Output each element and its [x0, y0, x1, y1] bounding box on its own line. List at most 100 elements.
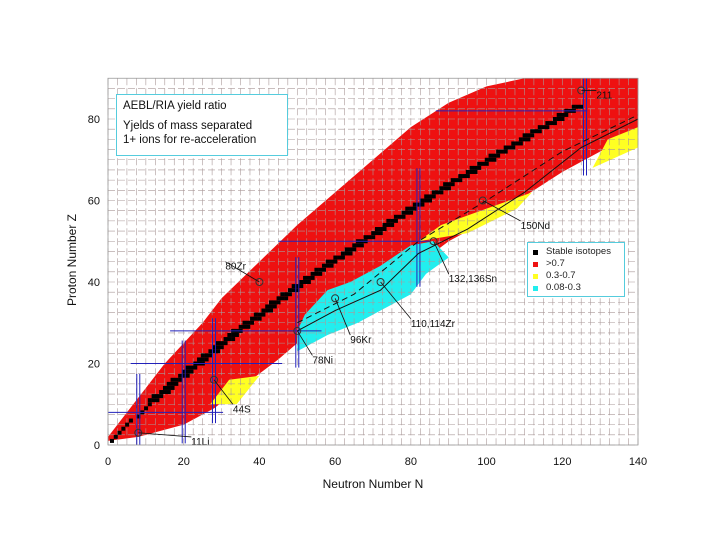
- stable-isotope: [197, 357, 202, 362]
- stable-isotope: [159, 394, 164, 399]
- stable-isotope: [155, 398, 160, 403]
- y-axis-label: Proton Number Z: [65, 214, 79, 306]
- stable-isotope: [492, 153, 497, 158]
- stable-isotope: [393, 214, 398, 219]
- region-mid-yield: [592, 127, 638, 168]
- stable-isotope: [299, 284, 304, 289]
- stable-isotope: [492, 157, 497, 162]
- stable-isotope: [382, 222, 387, 227]
- stable-isotope: [325, 263, 330, 268]
- annotation-label: 110,114Zr: [411, 319, 456, 330]
- stable-isotope: [465, 174, 470, 179]
- stable-isotope: [371, 235, 376, 240]
- stable-isotope: [518, 137, 523, 142]
- stable-isotope: [227, 337, 232, 342]
- stable-isotope: [257, 316, 262, 321]
- stable-isotope: [125, 422, 130, 427]
- stable-isotope: [291, 284, 296, 289]
- stable-isotope: [352, 243, 357, 248]
- legend-swatch: [533, 261, 538, 267]
- stable-isotope: [314, 271, 319, 276]
- stable-isotope: [189, 365, 194, 370]
- stable-isotope: [162, 390, 167, 395]
- stable-isotope: [200, 357, 205, 362]
- stable-isotope: [431, 190, 436, 195]
- stable-isotope: [185, 369, 190, 374]
- annotation-label: 96Kr: [350, 335, 372, 346]
- stable-isotope: [348, 251, 353, 256]
- stable-isotope: [382, 227, 387, 232]
- stable-isotope: [321, 263, 326, 268]
- stable-isotope: [393, 218, 398, 223]
- stable-isotope: [162, 385, 167, 390]
- stable-isotope: [147, 402, 152, 407]
- stable-isotope: [306, 280, 311, 284]
- stable-isotope: [378, 227, 383, 232]
- stable-isotope: [503, 145, 508, 150]
- stable-isotope: [231, 337, 236, 342]
- stable-isotope: [446, 186, 451, 191]
- stable-isotope: [261, 312, 266, 317]
- stable-isotope: [178, 373, 183, 378]
- r-process-path-dashed: [297, 114, 639, 324]
- stable-isotope: [477, 165, 482, 170]
- annotation-leader: [138, 432, 192, 438]
- annotation-label: 211: [596, 91, 612, 102]
- stable-isotope: [318, 271, 323, 276]
- stable-isotope: [276, 296, 281, 301]
- stable-isotope: [507, 145, 512, 150]
- stable-isotope: [575, 104, 580, 109]
- stable-isotope: [469, 169, 474, 174]
- chart-subtitle-1: Yjelds of mass separated: [123, 120, 253, 132]
- stable-isotope: [166, 385, 171, 390]
- stable-isotope: [363, 235, 368, 240]
- stable-isotope: [268, 308, 273, 313]
- annotation-marker: [376, 278, 385, 286]
- region-mid-yield: [210, 375, 260, 405]
- stable-isotope: [170, 385, 175, 390]
- stable-isotope: [287, 292, 292, 297]
- stable-isotope: [181, 369, 186, 374]
- stable-isotope: [499, 149, 504, 154]
- y-tick-label: 60: [88, 196, 100, 208]
- stable-isotope: [537, 125, 542, 130]
- stable-isotope: [299, 280, 304, 284]
- stable-isotope: [564, 112, 569, 117]
- stable-isotope: [439, 190, 444, 195]
- y-tick-label: 0: [94, 440, 100, 452]
- stable-isotope: [189, 369, 194, 374]
- stable-isotope: [268, 304, 273, 309]
- annotation-leader: [482, 200, 521, 222]
- stable-isotope: [552, 117, 557, 121]
- x-axis-label: Neutron Number N: [323, 477, 424, 491]
- stable-isotope: [352, 247, 357, 252]
- x-tick-label: 40: [253, 456, 265, 468]
- stable-isotope: [284, 292, 289, 297]
- stable-isotope: [511, 145, 516, 150]
- stable-isotope: [215, 345, 220, 350]
- stable-isotope: [144, 406, 149, 411]
- stable-isotope: [268, 300, 273, 305]
- stable-isotope: [515, 141, 520, 146]
- stable-isotope: [204, 357, 209, 362]
- stable-isotope: [185, 365, 190, 370]
- stable-isotope: [477, 161, 482, 166]
- annotation-marker: [255, 278, 264, 286]
- annotation-leader: [296, 330, 313, 356]
- stable-isotope: [367, 235, 372, 240]
- stable-isotope: [450, 182, 455, 187]
- stable-isotope: [424, 198, 429, 203]
- stable-isotope: [405, 210, 410, 215]
- stable-isotope: [121, 426, 126, 431]
- stable-isotope: [431, 194, 436, 199]
- stable-isotope: [496, 149, 501, 154]
- stable-isotope: [265, 308, 270, 313]
- stable-isotope: [401, 210, 406, 215]
- stable-isotope: [170, 377, 175, 382]
- stable-isotope: [560, 112, 565, 117]
- annotation-leader: [334, 298, 351, 336]
- stable-isotope: [310, 271, 315, 276]
- stable-isotope: [261, 308, 266, 313]
- r-process-path: [297, 118, 639, 332]
- stable-isotope: [303, 275, 308, 280]
